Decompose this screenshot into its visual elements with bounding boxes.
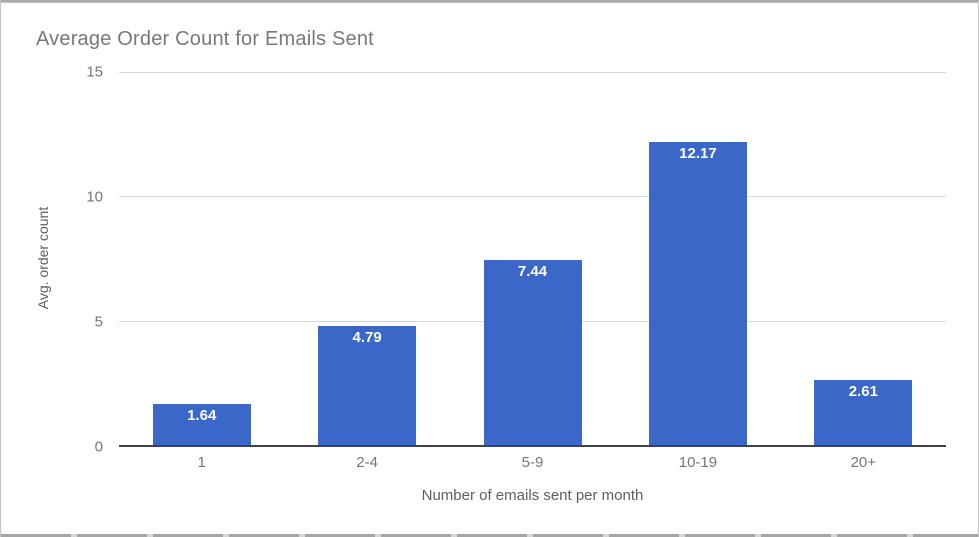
y-tick-label-0: 0 [94, 438, 103, 456]
x-axis-ticks: 1 2-4 5-9 10-19 20+ [119, 454, 946, 471]
bar-value-label-1: 1.64 [187, 407, 217, 425]
bar-slot-5-9: 7.44 [450, 72, 615, 445]
bar-5-9: 7.44 [483, 260, 582, 445]
chart-title: Average Order Count for Emails Sent [36, 28, 374, 50]
bar-slot-2-4: 4.79 [284, 72, 449, 445]
x-tick-label-1: 1 [197, 454, 206, 471]
x-tick-label-10-19: 10-19 [678, 454, 718, 471]
frame-bottom-border [1, 534, 978, 537]
bar-1: 1.64 [152, 404, 251, 445]
bar-10-19: 12.17 [648, 142, 747, 445]
x-axis-title: Number of emails sent per month [421, 487, 644, 504]
gridline-15 [119, 72, 946, 73]
y-tick-label-5: 5 [94, 313, 103, 331]
bar-value-label-10-19: 12.17 [679, 145, 717, 163]
bar-series: 1.64 4.79 7.44 12.17 2.61 [119, 72, 946, 445]
bar-slot-1: 1.64 [119, 72, 284, 445]
bar-20+: 2.61 [814, 380, 913, 445]
x-tick-label-2-4: 2-4 [356, 454, 378, 471]
bar-2-4: 4.79 [318, 325, 417, 445]
bar-value-label-2-4: 4.79 [352, 328, 382, 346]
bar-slot-10-19: 12.17 [615, 72, 780, 445]
x-tick-label-20+: 20+ [850, 454, 877, 471]
plot-area: 1.64 4.79 7.44 12.17 2.61 [119, 72, 946, 447]
x-tick-label-5-9: 5-9 [521, 454, 544, 471]
y-axis-ticks: 0 5 10 15 [1, 64, 103, 456]
bar-slot-20+: 2.61 [781, 72, 946, 445]
gridline-10 [119, 196, 946, 198]
bar-value-label-5-9: 7.44 [517, 263, 548, 280]
bar-value-label-20+: 2.61 [848, 383, 878, 401]
y-tick-label-10: 10 [86, 188, 103, 206]
frame-top-border [1, 0, 978, 3]
y-tick-label-15: 15 [86, 63, 103, 81]
